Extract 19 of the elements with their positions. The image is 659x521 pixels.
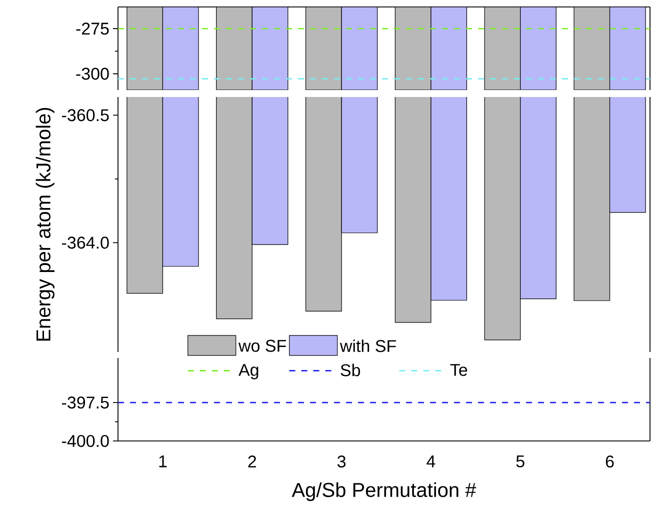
text: Te bbox=[450, 364, 468, 376]
x-tick-label: 4 bbox=[426, 456, 436, 468]
x-tick-label: 1 bbox=[159, 456, 167, 468]
x-tick-label: 2 bbox=[248, 456, 256, 468]
y-axis-title: Energy per atom (kJ/mole) bbox=[36, 108, 54, 341]
y-tick-label: -275 bbox=[76, 22, 109, 35]
y-tick-label: -400.0 bbox=[62, 434, 109, 448]
y-tick-label: -300 bbox=[76, 68, 109, 80]
legend-label: wo SF bbox=[238, 340, 286, 352]
y-tick-label: -364.0 bbox=[62, 236, 109, 249]
x-axis-title: Ag/Sb Permutation # bbox=[292, 482, 476, 502]
x-tick-label: 3 bbox=[337, 456, 346, 468]
x-tick-label: 6 bbox=[606, 456, 614, 468]
text: Ag bbox=[238, 364, 258, 380]
y-tick-label: -360.5 bbox=[62, 109, 109, 122]
legend-label: with SF bbox=[340, 340, 396, 352]
x-tick-label: 5 bbox=[516, 456, 524, 468]
text: Sb bbox=[340, 364, 360, 376]
y-tick-label: -397.5 bbox=[62, 396, 109, 409]
